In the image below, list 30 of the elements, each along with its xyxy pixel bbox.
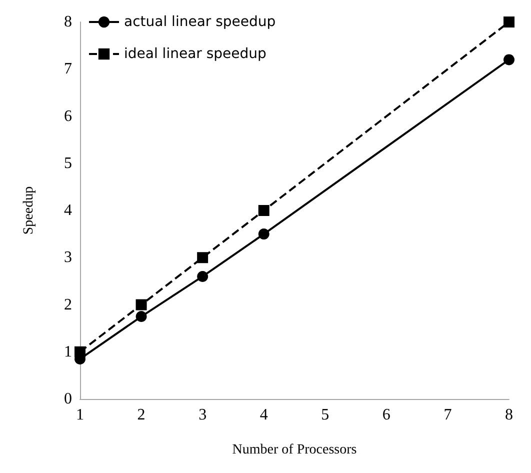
point	[74, 346, 86, 358]
x-axis-title: Number of Processors	[232, 442, 357, 458]
x-tick-label: 4	[260, 406, 268, 424]
point	[504, 16, 514, 28]
y-tick-label: 2	[64, 296, 72, 314]
x-tick-label: 1	[76, 406, 84, 424]
point	[197, 252, 208, 264]
x-tick-label: 6	[382, 406, 390, 424]
x-tick-label: 5	[321, 406, 330, 424]
y-tick-label: 7	[64, 60, 72, 78]
legend-label: actual linear speedup	[124, 14, 276, 30]
y-tick-label: 0	[64, 390, 72, 408]
legend-label: ideal linear speedup	[124, 46, 267, 62]
x-tick-label: 3	[198, 406, 207, 424]
x-tick-label: 2	[137, 406, 146, 424]
y-tick-label: 1	[64, 343, 72, 360]
y-tick-label: 3	[64, 249, 72, 266]
y-tick-label: 8	[64, 14, 72, 30]
point	[136, 311, 147, 322]
point	[197, 270, 208, 282]
point	[258, 205, 270, 216]
y-axis-title: Speedup	[22, 186, 36, 235]
y-tick-label: 4	[64, 202, 72, 219]
y-tick-label: 6	[64, 108, 72, 125]
y-tick-label: 5	[64, 154, 72, 172]
x-tick-label: 7	[444, 406, 452, 424]
point	[258, 228, 270, 240]
x-tick-label: 8	[505, 406, 513, 424]
point	[504, 54, 514, 66]
point	[136, 299, 147, 310]
